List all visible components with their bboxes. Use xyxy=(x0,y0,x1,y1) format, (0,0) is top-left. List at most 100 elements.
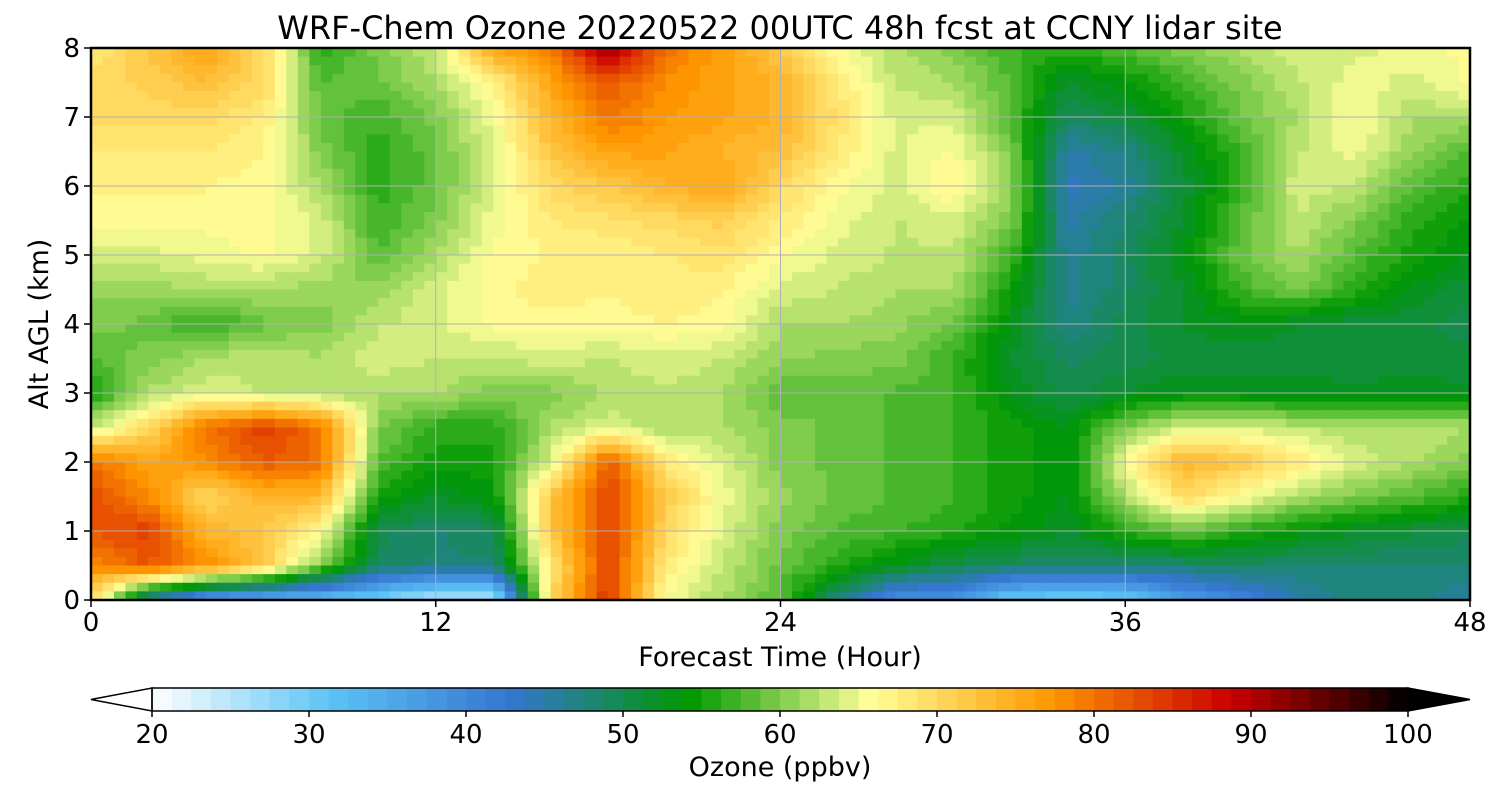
heatmap-cell xyxy=(1366,177,1379,187)
heatmap-cell xyxy=(562,332,575,342)
heatmap-cell xyxy=(1217,272,1230,282)
heatmap-cell xyxy=(1401,315,1414,325)
heatmap-cell xyxy=(447,358,460,368)
heatmap-cell xyxy=(1447,289,1460,299)
heatmap-cell xyxy=(366,56,379,66)
heatmap-cell xyxy=(205,56,219,66)
heatmap-cell xyxy=(1378,315,1391,325)
heatmap-cell xyxy=(1251,246,1264,256)
heatmap-cell xyxy=(1090,134,1103,144)
heatmap-cell xyxy=(309,48,322,58)
heatmap-cell xyxy=(1424,306,1437,316)
heatmap-cell xyxy=(1309,393,1322,403)
heatmap-cell xyxy=(1447,91,1460,101)
heatmap-cell xyxy=(1458,298,1471,308)
heatmap-cell xyxy=(1021,65,1034,75)
heatmap-cell xyxy=(355,358,368,368)
heatmap-cell xyxy=(539,56,552,66)
heatmap-cell xyxy=(700,229,713,239)
heatmap-cell xyxy=(286,203,299,213)
heatmap-cell xyxy=(550,401,563,411)
heatmap-cell xyxy=(1102,211,1115,222)
heatmap-cell xyxy=(1033,237,1046,247)
heatmap-cell xyxy=(1240,289,1253,299)
heatmap-cell xyxy=(125,272,138,282)
heatmap-cell xyxy=(102,289,115,299)
heatmap-cell xyxy=(1102,263,1115,273)
heatmap-cell xyxy=(734,194,747,204)
heatmap-cell xyxy=(1378,272,1391,282)
heatmap-cell xyxy=(1447,280,1460,291)
heatmap-cell xyxy=(481,160,494,170)
heatmap-cell xyxy=(527,160,540,170)
heatmap-cell xyxy=(1125,82,1138,92)
heatmap-cell xyxy=(113,99,127,109)
heatmap-cell xyxy=(1021,349,1034,360)
heatmap-cell xyxy=(389,194,402,204)
heatmap-cell xyxy=(596,384,609,394)
heatmap-cell xyxy=(458,306,471,316)
heatmap-cell xyxy=(906,48,919,58)
heatmap-cell xyxy=(1113,393,1126,403)
heatmap-cell xyxy=(642,65,655,75)
heatmap-cell xyxy=(240,99,253,109)
heatmap-cell xyxy=(1090,332,1103,342)
heatmap-cell xyxy=(125,367,138,377)
heatmap-cell xyxy=(1171,73,1184,84)
heatmap-cell xyxy=(1090,298,1103,308)
heatmap-cell xyxy=(757,237,770,247)
heatmap-cell xyxy=(1240,177,1253,187)
heatmap-cell xyxy=(366,82,379,92)
heatmap-cell xyxy=(205,375,219,385)
heatmap-cell xyxy=(550,280,563,291)
heatmap-cell xyxy=(860,306,874,316)
heatmap-cell xyxy=(918,229,931,239)
heatmap-cell xyxy=(791,246,805,256)
heatmap-cell xyxy=(1010,134,1023,144)
heatmap-cell xyxy=(493,246,506,256)
heatmap-cell xyxy=(1217,177,1230,187)
heatmap-cell xyxy=(585,160,598,170)
heatmap-cell xyxy=(677,99,690,109)
heatmap-cell xyxy=(470,393,483,403)
heatmap-cell xyxy=(987,255,1000,265)
heatmap-cell xyxy=(895,315,908,325)
heatmap-cell xyxy=(297,194,310,204)
heatmap-cell xyxy=(1159,203,1172,213)
heatmap-cell xyxy=(998,117,1011,127)
heatmap-cell xyxy=(228,151,241,161)
heatmap-cell xyxy=(435,203,448,213)
heatmap-cell xyxy=(814,263,828,273)
heatmap-cell xyxy=(723,358,736,368)
heatmap-cell xyxy=(125,315,138,325)
heatmap-cell xyxy=(608,332,621,342)
heatmap-cell xyxy=(826,220,839,230)
heatmap-cell xyxy=(1320,367,1333,377)
heatmap-cell xyxy=(1297,65,1310,75)
heatmap-cell xyxy=(631,151,644,161)
heatmap-cell xyxy=(906,246,919,256)
heatmap-cell xyxy=(1378,298,1391,308)
heatmap-cell xyxy=(1286,358,1299,368)
heatmap-cell xyxy=(872,246,885,256)
heatmap-cell xyxy=(182,203,196,213)
heatmap-cell xyxy=(389,82,402,92)
heatmap-cell xyxy=(1044,220,1057,230)
heatmap-cell xyxy=(791,125,805,135)
heatmap-cell xyxy=(481,375,494,385)
heatmap-cell xyxy=(700,341,713,351)
heatmap-cell xyxy=(1090,48,1103,58)
heatmap-cell xyxy=(1320,246,1333,256)
heatmap-cell xyxy=(320,151,333,161)
heatmap-cell xyxy=(493,65,506,75)
heatmap-cell xyxy=(332,393,345,403)
heatmap-cell xyxy=(458,237,471,247)
heatmap-cell xyxy=(366,134,379,144)
heatmap-cell xyxy=(504,177,517,187)
heatmap-cell xyxy=(194,160,207,170)
heatmap-cell xyxy=(837,177,851,187)
heatmap-cell xyxy=(1113,272,1126,282)
heatmap-cell xyxy=(194,203,207,213)
heatmap-cell xyxy=(320,349,333,360)
heatmap-cell xyxy=(872,194,885,204)
